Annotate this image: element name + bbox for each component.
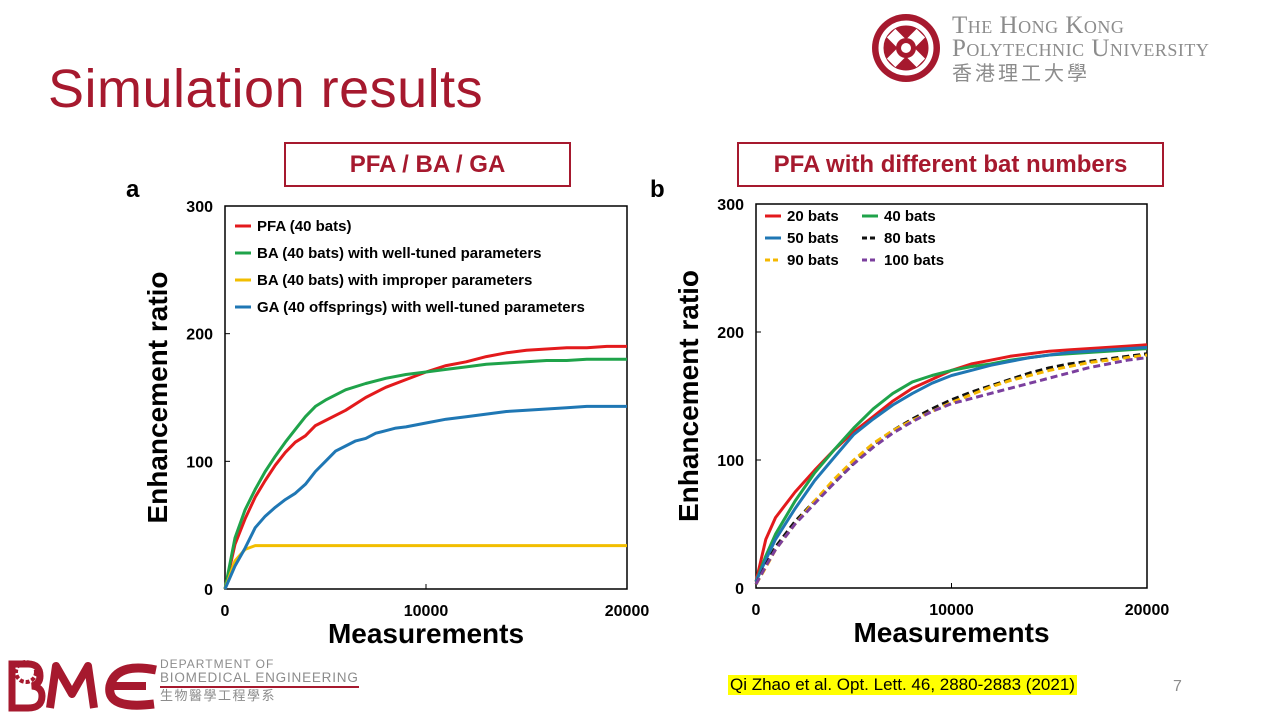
bme-logo-icon xyxy=(8,660,157,712)
university-name-line2: Polytechnic University xyxy=(952,35,1210,62)
polyu-emblem-icon xyxy=(872,14,940,82)
legend-label-5: 100 bats xyxy=(884,252,944,269)
y-tick-label: 200 xyxy=(717,325,744,342)
chart-a: 0 100 200 300 0 10000 20000 Measurements Enhance… xyxy=(142,199,650,649)
series-line-1 xyxy=(754,347,1148,583)
series-line-3 xyxy=(223,404,627,590)
university-name: The Hong Kong Polytechnic University 香港理… xyxy=(952,12,1210,86)
legend-label-2: 50 bats xyxy=(787,230,839,247)
panel-a-header: PFA / BA / GA xyxy=(284,142,571,187)
department-line1: Department of xyxy=(160,657,275,671)
legend-label-0: PFA (40 bats) xyxy=(257,218,351,235)
university-name-line1: The Hong Kong xyxy=(952,12,1125,39)
page-number: 7 xyxy=(1173,678,1182,695)
y-tick-label: 300 xyxy=(186,199,213,216)
x-tick-label: 20000 xyxy=(605,603,650,620)
legend-label-2: BA (40 bats) with improper parameters xyxy=(257,272,532,289)
department-line2: Biomedical Engineering xyxy=(160,670,359,688)
x-axis-label: Measurements xyxy=(853,617,1049,648)
department-name: Department of Biomedical Engineering 生物醫… xyxy=(160,658,359,705)
panel-b-header: PFA with different bat numbers xyxy=(737,142,1164,187)
department-logo xyxy=(8,660,157,712)
x-axis-label: Measurements xyxy=(328,618,524,649)
x-tick-label: 10000 xyxy=(404,603,449,620)
legend-label-0: 20 bats xyxy=(787,208,839,225)
slide-title: Simulation results xyxy=(48,59,484,119)
y-tick-label: 300 xyxy=(717,197,744,214)
y-axis-label: Enhancement ratio xyxy=(673,270,704,522)
y-tick-label: 100 xyxy=(717,453,744,470)
legend-label-3: GA (40 offsprings) with well-tuned param… xyxy=(257,299,585,316)
y-tick-label: 0 xyxy=(735,581,744,598)
series-line-2 xyxy=(223,544,627,590)
y-tick-label: 200 xyxy=(186,327,213,344)
chart-b: 0 100 200 300 0 10000 20000 Measurements Enhance… xyxy=(673,197,1170,648)
x-tick-label: 0 xyxy=(221,603,230,620)
panel-b-letter: b xyxy=(650,176,665,203)
x-tick-label: 0 xyxy=(752,602,761,619)
panel-a-letter: a xyxy=(126,176,140,203)
legend-label-3: 80 bats xyxy=(884,230,936,247)
university-name-chinese: 香港理工大學 xyxy=(952,61,1090,85)
series-line-0 xyxy=(223,344,627,590)
university-logo xyxy=(872,14,940,82)
department-line3: 生物醫學工程學系 xyxy=(160,689,277,704)
legend-label-4: 90 bats xyxy=(787,252,839,269)
legend-label-1: 40 bats xyxy=(884,208,936,225)
legend-label-1: BA (40 bats) with well-tuned parameters xyxy=(257,245,542,262)
x-tick-label: 20000 xyxy=(1125,602,1170,619)
y-tick-label: 100 xyxy=(186,454,213,471)
series-line-0 xyxy=(754,343,1148,582)
x-tick-label: 10000 xyxy=(929,602,974,619)
plot-area xyxy=(224,205,628,590)
y-tick-label: 0 xyxy=(204,582,213,599)
series-line-5 xyxy=(754,356,1148,585)
series-line-2 xyxy=(754,345,1148,583)
citation: Qi Zhao et al. Opt. Lett. 46, 2880-2883 … xyxy=(728,675,1077,695)
series-line-1 xyxy=(223,357,627,590)
y-axis-label: Enhancement ratio xyxy=(142,271,173,523)
